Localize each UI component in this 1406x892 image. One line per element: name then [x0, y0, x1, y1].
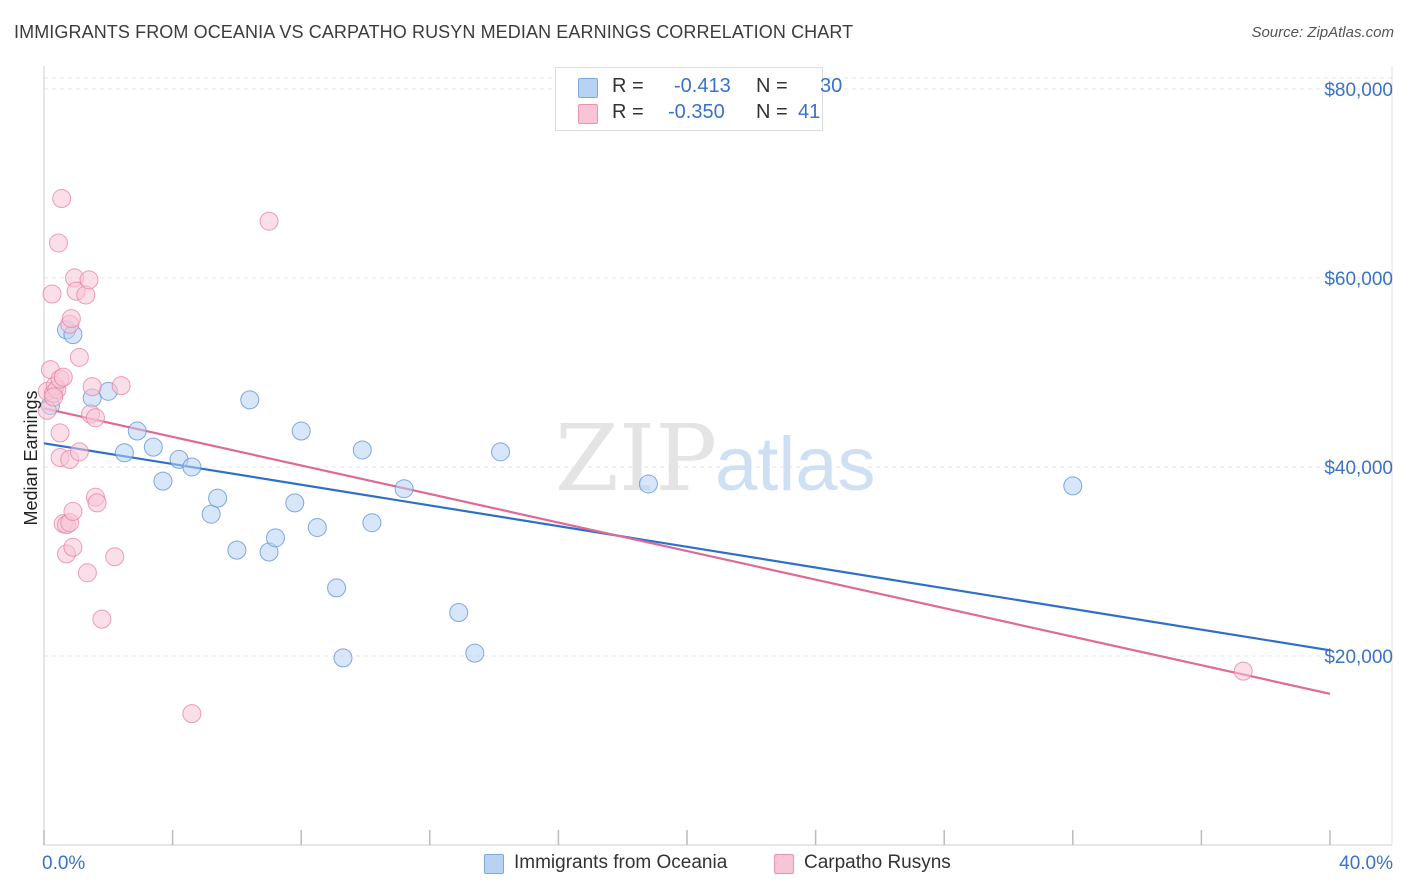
point-rusyn	[52, 189, 72, 209]
point-oceania	[327, 578, 347, 598]
point-rusyn	[50, 423, 70, 443]
point-rusyn	[42, 284, 62, 304]
y-tick-label: $80,000	[1324, 80, 1393, 101]
point-oceania	[333, 648, 353, 668]
source-label: Source: ZipAtlas.com	[1251, 24, 1394, 41]
x-tick-labels: 0.0% 40.0%	[42, 853, 1393, 874]
point-rusyn	[259, 211, 279, 231]
stats-legend: R = -0.413 N = 30 R = -0.350 N = 41	[555, 67, 842, 131]
point-oceania	[201, 504, 221, 524]
point-rusyn	[105, 547, 125, 567]
point-rusyn	[85, 408, 105, 428]
watermark-atlas: atlas	[715, 422, 876, 507]
point-rusyn	[61, 309, 81, 329]
point-rusyn	[79, 270, 99, 290]
bottom-legend-label-rusyn: Carpatho Rusyns	[804, 852, 951, 873]
point-rusyn	[63, 537, 83, 557]
legend-n-value: 41	[798, 101, 821, 123]
trend-line-rusyn	[43, 407, 1331, 695]
y-axis-label: Median Earnings	[21, 390, 41, 525]
point-rusyn	[92, 609, 112, 629]
point-oceania	[352, 440, 372, 460]
point-rusyn	[53, 367, 73, 387]
grid-layer	[44, 77, 1392, 657]
trend-lines	[43, 407, 1331, 695]
point-rusyn	[77, 563, 97, 583]
point-rusyn	[1233, 661, 1253, 681]
point-oceania	[114, 443, 134, 463]
point-oceania	[394, 479, 414, 499]
point-oceania	[362, 513, 382, 533]
data-points	[37, 189, 1253, 724]
point-oceania	[127, 421, 147, 441]
bottom-legend-swatch-rusyn	[774, 854, 794, 874]
point-oceania	[465, 643, 485, 663]
point-oceania	[285, 493, 305, 513]
point-oceania	[227, 540, 247, 560]
x-tick-label: 0.0%	[42, 853, 85, 874]
point-oceania	[491, 442, 511, 462]
point-rusyn	[44, 387, 64, 407]
legend-r-label: R =	[612, 75, 644, 97]
legend-r-label: R =	[612, 101, 644, 123]
point-rusyn	[69, 347, 89, 367]
y-tick-label: $40,000	[1324, 458, 1393, 479]
point-rusyn	[63, 501, 83, 521]
legend-swatch-oceania	[578, 78, 598, 98]
y-tick-labels: $20,000 $40,000 $60,000 $80,000	[1324, 80, 1393, 668]
legend-n-value: 30	[820, 75, 843, 97]
x-tick-label: 40.0%	[1339, 853, 1393, 874]
point-rusyn	[82, 377, 102, 397]
axes-layer	[43, 66, 1393, 846]
point-oceania	[265, 528, 285, 548]
point-oceania	[1063, 476, 1083, 496]
point-rusyn	[182, 704, 202, 724]
point-oceania	[208, 488, 228, 508]
point-oceania	[638, 474, 658, 494]
chart-title: IMMIGRANTS FROM OCEANIA VS CARPATHO RUSY…	[14, 22, 854, 42]
point-oceania	[153, 471, 173, 491]
point-oceania	[449, 603, 469, 622]
watermark-zip: ZIP	[555, 405, 717, 512]
y-tick-label: $60,000	[1324, 269, 1393, 290]
point-rusyn	[48, 233, 68, 253]
point-oceania	[307, 517, 327, 537]
point-rusyn	[111, 376, 131, 396]
legend-n-label: N =	[756, 75, 788, 97]
point-oceania	[291, 421, 311, 441]
trend-line-oceania	[43, 442, 1331, 652]
legend-swatch-rusyn	[578, 104, 598, 124]
point-oceania	[240, 390, 260, 410]
bottom-legend-label-oceania: Immigrants from Oceania	[514, 852, 728, 873]
point-oceania	[143, 437, 163, 457]
legend-n-label: N =	[756, 101, 788, 123]
point-rusyn	[87, 493, 107, 513]
legend-r-value: -0.350	[668, 101, 725, 123]
bottom-legend-swatch-oceania	[484, 854, 504, 874]
point-rusyn	[69, 442, 89, 462]
y-tick-label: $20,000	[1324, 647, 1393, 668]
point-oceania	[182, 457, 202, 477]
legend-r-value: -0.413	[674, 75, 731, 97]
